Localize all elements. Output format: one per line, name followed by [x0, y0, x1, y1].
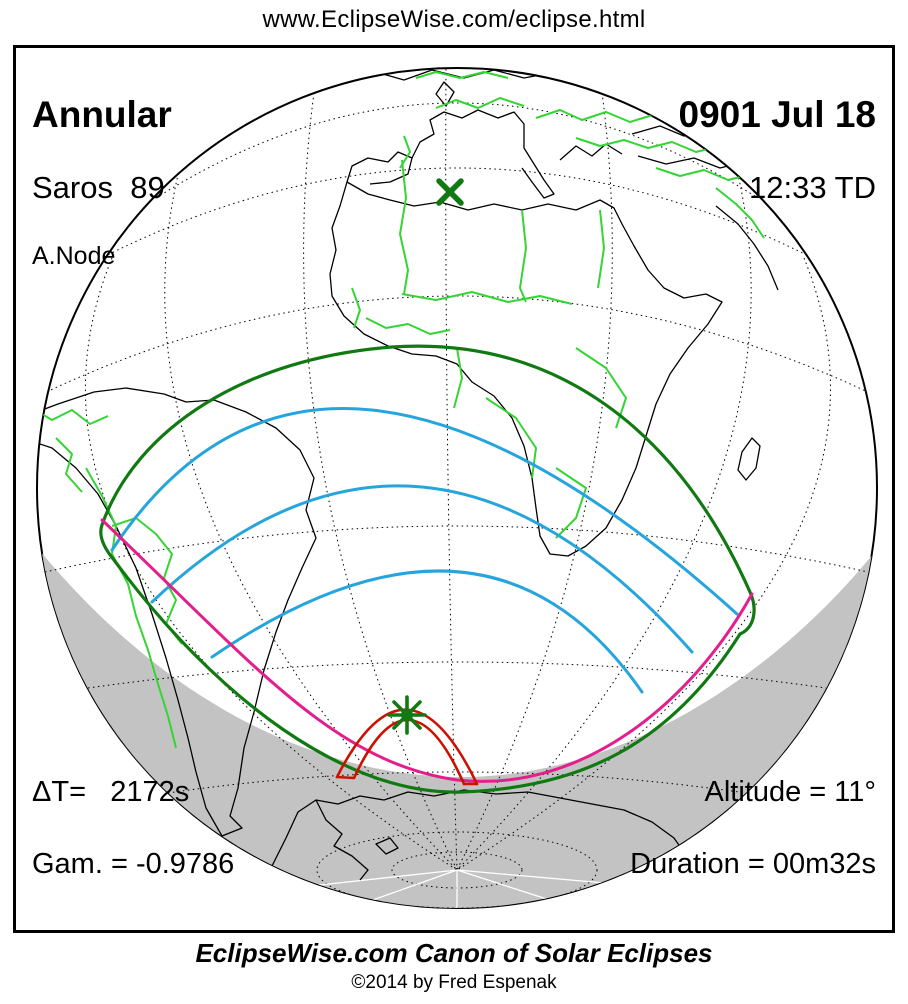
subsolar-x-icon: [436, 178, 464, 206]
europe-coast: [411, 109, 555, 199]
footer-title: EclipseWise.com Canon of Solar Eclipses: [195, 938, 713, 968]
arabia-coast: [715, 205, 779, 291]
altitude-label: Altitude = 11°: [704, 775, 876, 808]
country-borders: [37, 71, 765, 749]
south-america-coast: [37, 387, 317, 837]
footer-copyright: ©2014 by Fred Espenak: [351, 972, 557, 993]
eclipse-type-label: Annular: [32, 93, 172, 135]
eclipse-date-label: 0901 Jul 18: [678, 93, 876, 135]
iberia-coast: [346, 151, 413, 185]
eclipse-type-block: Annular Saros 89 A.Node: [32, 58, 172, 305]
eclipse-time-label: 12:33 TD: [749, 170, 876, 206]
night-shadow-region: [37, 546, 877, 908]
penumbral-limit-curve: [99, 344, 756, 794]
node-label: A.Node: [32, 241, 116, 270]
magnitude-curves: [110, 407, 739, 694]
eclipse-date-block: 0901 Jul 18 12:33 TD: [679, 58, 876, 242]
britain-coast: [435, 81, 455, 107]
header-url: www.EclipseWise.com/eclipse.html: [262, 6, 646, 33]
eclipse-stats-right: Altitude = 11° Duration = 00m32s: [630, 738, 876, 918]
gamma-label: Gam. = -0.9786: [32, 847, 235, 880]
eclipse-map-svg: [36, 67, 878, 909]
delta-t-label: ΔT= 2172s: [32, 775, 190, 808]
sunrise-sunset-curve: [100, 518, 754, 783]
eclipse-map-panel: Annular Saros 89 A.Node 0901 Jul 18 12:3…: [13, 45, 895, 933]
eclipse-stats-left: ΔT= 2172s Gam. = -0.9786: [32, 738, 234, 918]
eclipse-curves: [99, 178, 756, 794]
saros-label: Saros 89: [32, 170, 165, 206]
antarctic-peninsula-coast: [315, 799, 369, 881]
madagascar-coast: [737, 437, 761, 481]
duration-label: Duration = 00m32s: [630, 847, 876, 880]
greatest-eclipse-asterisk-icon: [387, 695, 427, 735]
